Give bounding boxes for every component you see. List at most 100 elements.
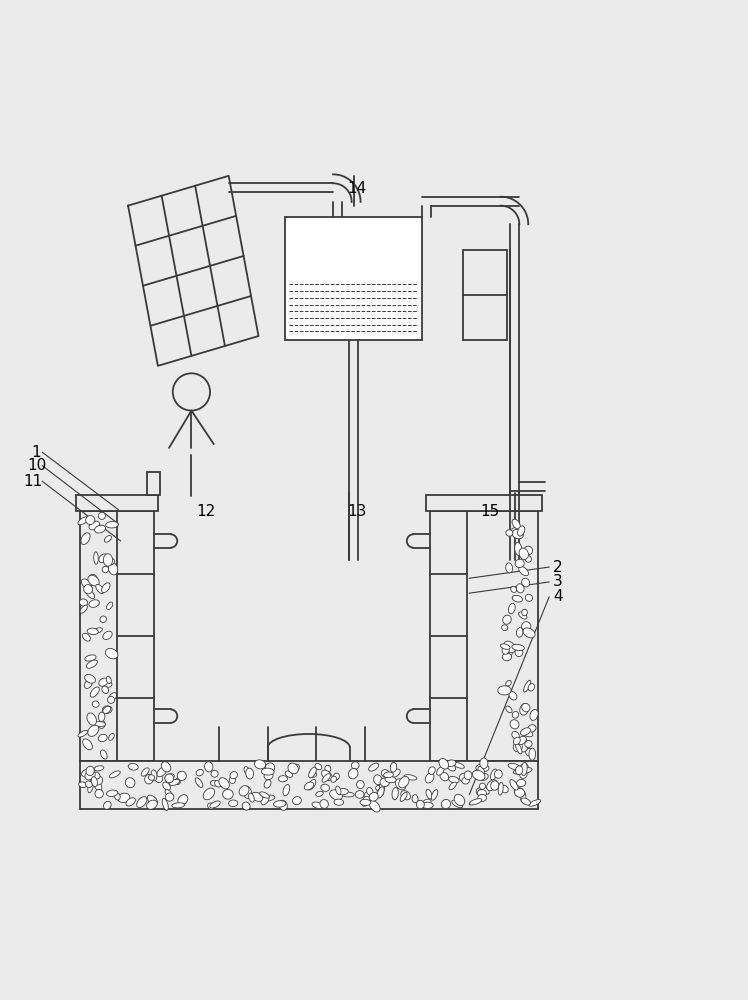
Ellipse shape — [162, 798, 168, 810]
Ellipse shape — [502, 625, 508, 631]
Ellipse shape — [520, 703, 529, 715]
Ellipse shape — [172, 803, 185, 808]
Ellipse shape — [88, 628, 98, 635]
Ellipse shape — [518, 764, 528, 773]
Ellipse shape — [169, 779, 180, 785]
Ellipse shape — [512, 595, 523, 602]
Ellipse shape — [520, 769, 527, 778]
Ellipse shape — [454, 794, 465, 806]
Ellipse shape — [85, 771, 95, 780]
Ellipse shape — [399, 777, 409, 788]
Ellipse shape — [426, 789, 432, 799]
Ellipse shape — [390, 762, 396, 772]
Ellipse shape — [109, 771, 120, 778]
Ellipse shape — [81, 533, 90, 544]
Ellipse shape — [211, 770, 218, 777]
Ellipse shape — [519, 548, 528, 559]
Ellipse shape — [87, 713, 96, 725]
Ellipse shape — [88, 780, 94, 793]
Ellipse shape — [292, 797, 301, 805]
Ellipse shape — [517, 779, 526, 787]
Ellipse shape — [229, 800, 238, 807]
Ellipse shape — [422, 802, 433, 809]
Ellipse shape — [506, 645, 513, 658]
Ellipse shape — [105, 648, 118, 659]
Ellipse shape — [526, 748, 533, 756]
Ellipse shape — [94, 525, 105, 533]
Ellipse shape — [100, 750, 107, 759]
Ellipse shape — [528, 725, 536, 732]
Ellipse shape — [91, 687, 99, 697]
Ellipse shape — [516, 584, 524, 593]
Bar — [79, 761, 538, 809]
Ellipse shape — [515, 542, 522, 556]
Ellipse shape — [395, 779, 406, 790]
Ellipse shape — [223, 789, 233, 799]
Ellipse shape — [78, 517, 88, 525]
Ellipse shape — [109, 693, 117, 701]
Ellipse shape — [469, 799, 482, 805]
Ellipse shape — [361, 796, 370, 806]
Ellipse shape — [108, 733, 114, 740]
Text: 3: 3 — [553, 574, 562, 589]
Ellipse shape — [175, 778, 181, 785]
Ellipse shape — [92, 701, 99, 707]
Ellipse shape — [342, 792, 355, 797]
Ellipse shape — [203, 788, 215, 800]
Ellipse shape — [502, 646, 509, 654]
Ellipse shape — [447, 763, 456, 771]
Bar — [464, 250, 506, 340]
Text: 15: 15 — [480, 504, 499, 519]
Ellipse shape — [525, 555, 531, 562]
Ellipse shape — [215, 781, 221, 787]
Ellipse shape — [125, 778, 135, 788]
Ellipse shape — [137, 797, 147, 808]
Ellipse shape — [283, 785, 289, 796]
Ellipse shape — [512, 712, 518, 718]
Ellipse shape — [108, 696, 114, 703]
Ellipse shape — [210, 780, 218, 786]
Ellipse shape — [426, 773, 434, 783]
Ellipse shape — [392, 788, 399, 800]
Ellipse shape — [494, 770, 503, 778]
Ellipse shape — [513, 737, 521, 745]
Ellipse shape — [196, 769, 203, 776]
Ellipse shape — [82, 579, 91, 588]
Ellipse shape — [370, 792, 378, 801]
Ellipse shape — [375, 785, 384, 791]
Ellipse shape — [459, 773, 468, 782]
Ellipse shape — [278, 776, 287, 782]
Ellipse shape — [512, 519, 521, 529]
Ellipse shape — [370, 800, 380, 812]
Ellipse shape — [274, 801, 286, 807]
Ellipse shape — [528, 684, 535, 691]
Ellipse shape — [94, 552, 98, 564]
Ellipse shape — [515, 559, 524, 568]
Ellipse shape — [440, 772, 449, 781]
Ellipse shape — [86, 516, 95, 524]
Ellipse shape — [476, 764, 489, 772]
Ellipse shape — [521, 798, 530, 805]
Ellipse shape — [262, 795, 275, 801]
Ellipse shape — [374, 775, 382, 785]
Ellipse shape — [453, 763, 465, 768]
Ellipse shape — [304, 782, 313, 790]
Ellipse shape — [510, 720, 519, 729]
Ellipse shape — [288, 763, 298, 774]
Bar — [284, 217, 423, 340]
Ellipse shape — [429, 767, 435, 774]
Ellipse shape — [336, 786, 341, 795]
Ellipse shape — [500, 644, 510, 649]
Ellipse shape — [487, 780, 497, 791]
Ellipse shape — [94, 722, 105, 726]
Ellipse shape — [437, 767, 444, 775]
Ellipse shape — [518, 566, 529, 576]
Ellipse shape — [529, 748, 536, 760]
Ellipse shape — [364, 791, 373, 801]
Ellipse shape — [292, 764, 299, 772]
Ellipse shape — [85, 655, 96, 661]
Text: 14: 14 — [347, 181, 367, 196]
Ellipse shape — [513, 769, 524, 774]
Ellipse shape — [162, 782, 171, 790]
Bar — [79, 511, 154, 761]
